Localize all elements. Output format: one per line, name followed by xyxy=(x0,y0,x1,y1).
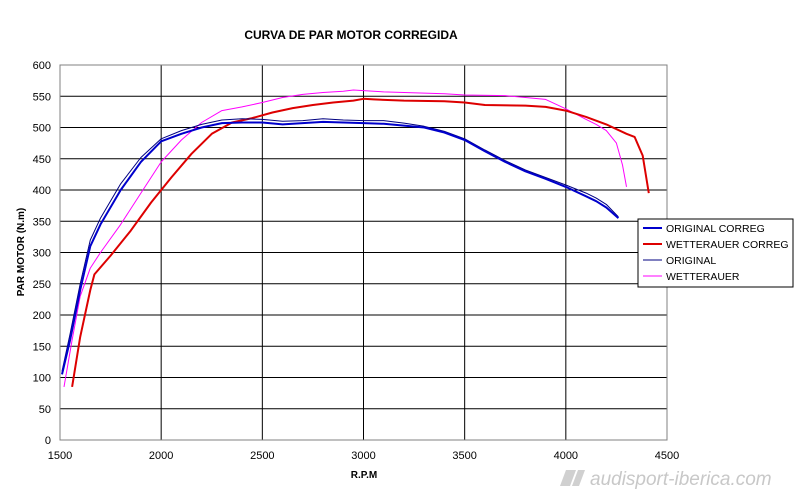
x-tick-label: 3500 xyxy=(452,450,476,462)
y-axis-label: PAR MOTOR (N.m) xyxy=(16,208,27,297)
watermark-text: audisport-iberica.com xyxy=(590,469,772,490)
plot-area xyxy=(59,64,668,441)
y-tick-label: 450 xyxy=(33,154,51,166)
series-line-3 xyxy=(61,118,619,372)
y-tick-label: 200 xyxy=(33,310,51,322)
y-tick-label: 550 xyxy=(33,91,51,103)
y-tick-label: 300 xyxy=(33,248,51,260)
y-tick-label: 250 xyxy=(33,279,51,291)
x-tick-label: 4000 xyxy=(554,450,578,462)
y-tick-label: 600 xyxy=(33,60,51,72)
series-line-4 xyxy=(63,89,627,387)
x-axis-label: R.P.M xyxy=(351,470,378,481)
series-line-2 xyxy=(71,97,650,388)
legend-label: WETTERAUER xyxy=(666,271,740,283)
y-tick-label: 100 xyxy=(33,373,51,385)
chart-title: CURVA DE PAR MOTOR CORREGIDA xyxy=(244,28,458,42)
x-tick-labels: 1500 2000 2500 3000 3500 4000 4500 xyxy=(48,450,679,462)
x-tick-label: 3000 xyxy=(351,450,375,462)
y-tick-label: 0 xyxy=(45,435,51,447)
watermark-logo-icon xyxy=(560,470,585,486)
x-tick-label: 4500 xyxy=(655,450,679,462)
series-line-1 xyxy=(61,120,620,375)
legend-label: WETTERAUER CORREG xyxy=(666,239,789,251)
y-tick-labels: 0 50 100 150 200 250 300 350 400 450 500 550 600 xyxy=(33,60,51,447)
x-tick-label: 2500 xyxy=(250,450,274,462)
y-tick-label: 500 xyxy=(33,123,51,135)
y-tick-label: 50 xyxy=(39,404,51,416)
x-tick-label: 1500 xyxy=(48,450,72,462)
y-tick-label: 400 xyxy=(33,185,51,197)
x-tick-label: 2000 xyxy=(149,450,173,462)
legend-label: ORIGINAL xyxy=(666,255,716,267)
watermark: audisport-iberica.com xyxy=(560,469,772,490)
y-tick-label: 350 xyxy=(33,216,51,228)
series-layer xyxy=(61,89,650,388)
legend-label: ORIGINAL CORREG xyxy=(666,223,765,235)
legend: ORIGINAL CORREG WETTERAUER CORREG ORIGINAL… xyxy=(637,218,794,288)
y-tick-label: 150 xyxy=(33,341,51,353)
legend-box xyxy=(637,218,794,288)
